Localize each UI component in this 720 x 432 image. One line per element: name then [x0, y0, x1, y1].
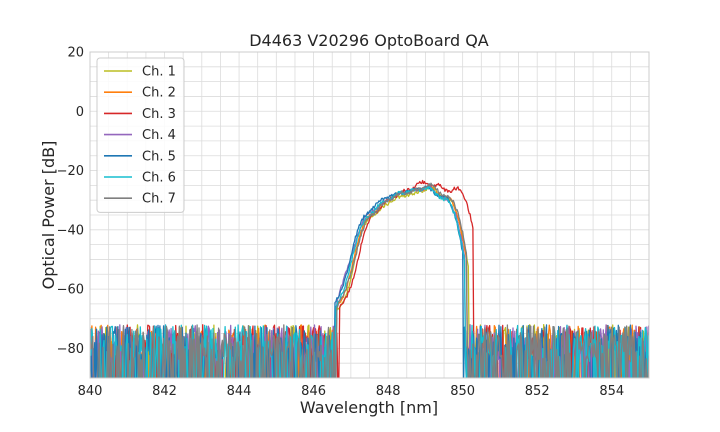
x-axis-title: Wavelength [nm] [300, 398, 438, 417]
legend-label: Ch. 3 [142, 107, 176, 122]
y-tick-label: −80 [57, 342, 84, 357]
plot-frame [89, 51, 650, 379]
x-tick-label: 852 [525, 384, 550, 399]
x-tick-label: 844 [227, 384, 252, 399]
legend-label: Ch. 4 [142, 128, 176, 143]
y-tick-label: −60 [57, 283, 84, 298]
y-axis-title: Optical Power [dB] [39, 141, 58, 290]
legend-label: Ch. 1 [142, 65, 176, 80]
y-tick-label: 0 [76, 105, 84, 120]
chart-title: D4463 V20296 OptoBoard QA [249, 31, 489, 50]
y-tick-label: −20 [57, 164, 84, 179]
legend: Ch. 1 Ch. 2 Ch. 3 Ch. 4 Ch. 5 Ch. 6 Ch. 7 [96, 57, 185, 213]
legend-box [96, 57, 185, 213]
y-tick-labels: 20 0 −20 −40 −60 −80 [57, 46, 84, 357]
series-line-ch-3 [90, 179, 649, 378]
x-tick-labels: 840 842 844 846 848 850 852 854 [78, 384, 625, 399]
x-tick-label: 850 [450, 384, 475, 399]
x-tick-label: 840 [78, 384, 103, 399]
series-line-ch-7 [90, 182, 649, 378]
legend-label: Ch. 2 [142, 86, 176, 101]
x-tick-label: 848 [376, 384, 401, 399]
y-tick-label: −40 [57, 223, 84, 238]
legend-label: Ch. 6 [142, 171, 176, 186]
x-tick-label: 846 [301, 384, 326, 399]
legend-label: Ch. 7 [142, 192, 176, 207]
legend-label: Ch. 5 [142, 149, 176, 164]
x-tick-label: 842 [152, 384, 177, 399]
y-tick-label: 20 [67, 46, 84, 61]
x-tick-label: 854 [599, 384, 624, 399]
series-layer [90, 179, 649, 378]
